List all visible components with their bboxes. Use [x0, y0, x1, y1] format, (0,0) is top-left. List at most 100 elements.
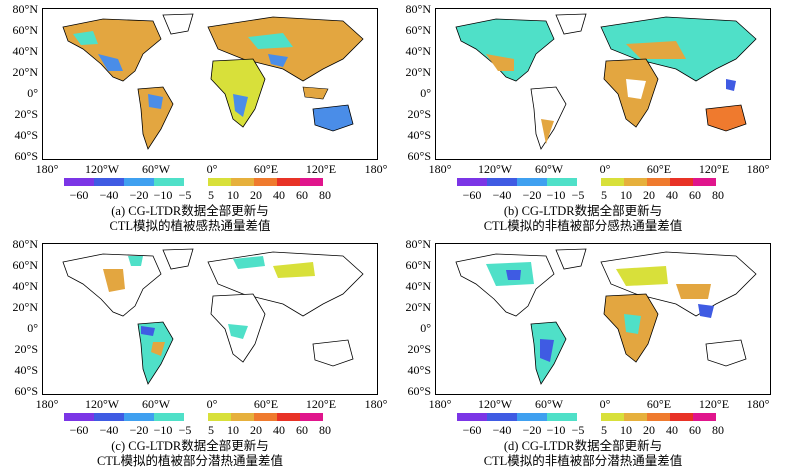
colorbar-segment: [154, 413, 184, 421]
lon-label: 180°: [364, 162, 388, 176]
north-america: [62, 18, 162, 82]
colorbar-segment: [64, 413, 94, 421]
lon-label: 120°E: [698, 397, 730, 411]
colorbar-label: −60: [69, 188, 89, 202]
colorbar-segment: [517, 413, 547, 421]
colorbar-label: 10: [227, 188, 239, 202]
africa: [210, 58, 266, 128]
colorbar-segment: [693, 178, 716, 186]
colorbar-label: 20: [250, 423, 262, 437]
australia: [312, 104, 354, 132]
lat-label: 0°: [420, 86, 431, 100]
colorbar-segment: [277, 178, 300, 186]
colorbar-segment: [457, 178, 487, 186]
colorbar-label: 40: [273, 188, 285, 202]
colorbar-label: −20: [522, 423, 542, 437]
lat-label: 60°N: [405, 258, 431, 272]
colorbar-label: −40: [492, 423, 512, 437]
lon-label: 0°: [206, 397, 218, 411]
map-a-svg: [62, 13, 364, 150]
colorbar-label: −40: [99, 423, 119, 437]
lat-label: 60°S: [407, 384, 431, 398]
map-d: [435, 243, 771, 395]
lon-label: 60°E: [253, 397, 279, 411]
greenland: [162, 13, 194, 35]
colorbar-label: −5: [571, 188, 585, 202]
colorbar-segment: [547, 178, 577, 186]
lat-label: 0°: [27, 321, 38, 335]
lon-label: 60°W: [141, 397, 171, 411]
colorbar-label: 20: [643, 188, 655, 202]
lon-label: 60°E: [646, 397, 672, 411]
lat-label: 40°N: [405, 44, 431, 58]
eurasia: [207, 16, 364, 82]
lon-label: 180°: [35, 397, 59, 411]
lat-label: 80°N: [405, 237, 431, 251]
lat-label: 20°N: [12, 65, 38, 79]
colorbar-label: −10: [546, 188, 566, 202]
lat-label: 0°: [420, 321, 431, 335]
colorbar-segment: [94, 413, 124, 421]
caption-line1: (b) CG-LTDR数据全部更新与: [503, 204, 663, 218]
lat-label: 80°N: [12, 2, 38, 16]
colorbar-segment: [517, 178, 547, 186]
lat-label: 0°: [27, 86, 38, 100]
caption-line1: (c) CG-LTDR数据全部更新与: [111, 439, 269, 453]
colorbar-segment: [124, 178, 154, 186]
lat-label: 40°N: [405, 279, 431, 293]
colorbar-label: −10: [153, 188, 173, 202]
caption-line2: CTL模拟的非植被部分潜热通量差值: [483, 454, 683, 468]
colorbar-label: 40: [666, 188, 678, 202]
colorbar-segment: [670, 178, 693, 186]
colorbar-segment: [277, 413, 300, 421]
lon-label: 120°W: [477, 397, 513, 411]
colorbar-label: 60: [689, 188, 701, 202]
lon-label: 60°E: [253, 162, 279, 176]
colorbar-segment: [208, 178, 231, 186]
colorbar-segment: [487, 178, 517, 186]
colorbar-segment: [231, 413, 254, 421]
panel-a: 80°N 60°N 40°N 20°N 0° 20°S 40°S 60°S 18…: [0, 0, 392, 235]
lon-label: 0°: [206, 162, 218, 176]
lat-label: 80°N: [405, 2, 431, 16]
south-america: [137, 86, 174, 150]
colorbar-label: 10: [227, 423, 239, 437]
lat-label: 20°N: [12, 300, 38, 314]
colorbar-segment: [231, 178, 254, 186]
lon-label: 0°: [599, 162, 611, 176]
colorbar-label: 40: [666, 423, 678, 437]
lon-label: 180°: [746, 162, 770, 176]
lon-label: 120°E: [305, 397, 337, 411]
colorbar-label: 5: [601, 423, 607, 437]
map-b: [435, 8, 771, 160]
lat-label: 60°S: [14, 384, 38, 398]
colorbar-label: −10: [546, 423, 566, 437]
map-d-svg: [455, 248, 757, 385]
colorbar-segment: [457, 413, 487, 421]
colorbar-label: 60: [296, 423, 308, 437]
lon-label: 120°W: [84, 162, 120, 176]
colorbar-label: 5: [208, 423, 214, 437]
caption-line2: CTL模拟的植被感热通量差值: [109, 219, 271, 233]
colorbar-label: 20: [643, 423, 655, 437]
lon-label: 60°W: [534, 397, 564, 411]
colorbar-segment: [124, 413, 154, 421]
lon-label: 180°: [746, 397, 770, 411]
lat-label: 20°S: [407, 107, 431, 121]
lat-label: 40°S: [407, 128, 431, 142]
lat-label: 20°N: [405, 65, 431, 79]
colorbar-segment: [547, 413, 577, 421]
lat-label: 40°N: [12, 44, 38, 58]
colorbar-label: −5: [178, 423, 192, 437]
colorbar-label: 5: [208, 188, 214, 202]
colorbar-label: 80: [712, 188, 724, 202]
panel-b: 80°N 60°N 40°N 20°N 0° 20°S 40°S 60°S 18…: [393, 0, 785, 235]
lon-label: 180°: [428, 397, 452, 411]
colorbar-label: 10: [620, 188, 632, 202]
lat-label: 40°N: [12, 279, 38, 293]
colorbar-segment: [300, 178, 323, 186]
colorbar-label: 80: [319, 188, 331, 202]
lat-label: 40°S: [407, 363, 431, 377]
colorbar-segment: [693, 413, 716, 421]
caption-line1: (d) CG-LTDR数据全部更新与: [503, 439, 663, 453]
